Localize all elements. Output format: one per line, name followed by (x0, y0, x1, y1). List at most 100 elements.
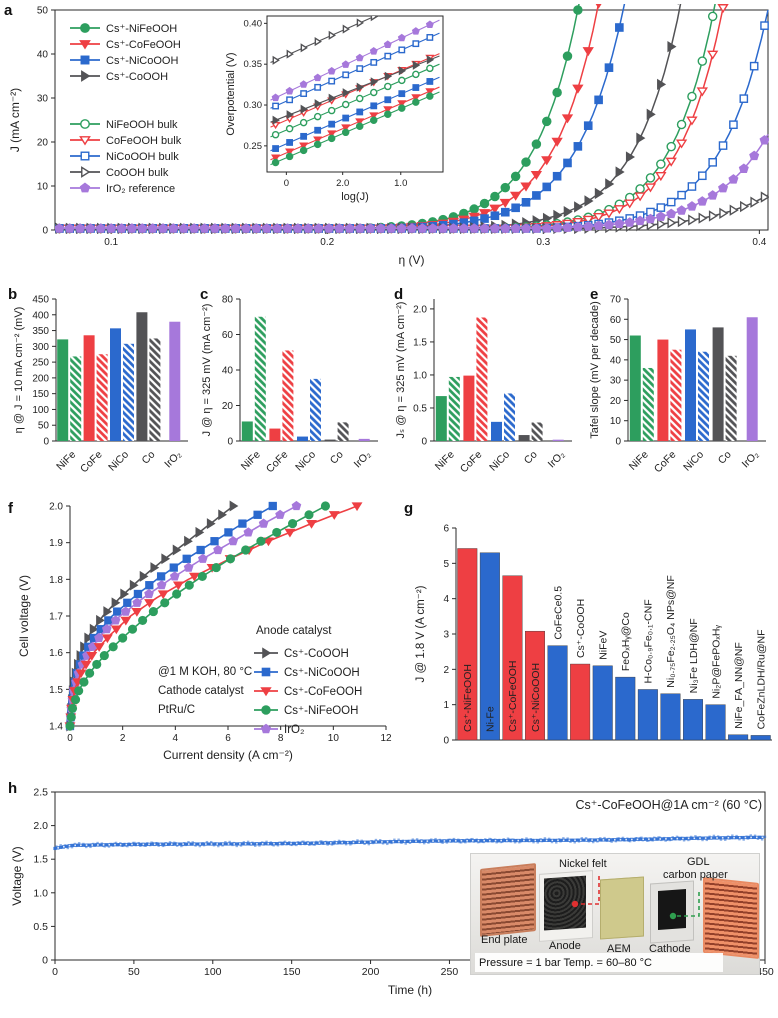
x-tick-label: 10 (328, 733, 340, 744)
x-tick-label: 0.1 (104, 237, 118, 248)
category-label: NiFe (627, 449, 651, 473)
circle-marker (138, 615, 148, 625)
tri-right-marker (342, 88, 350, 98)
panel-a-series (55, 4, 769, 234)
square-marker (384, 52, 392, 60)
y-tick-label: 0 (43, 437, 49, 448)
bar-Co (531, 422, 543, 441)
y-axis-label: J @ η = 325 mV (mA cm⁻²) (201, 304, 213, 437)
y-tick-label: 40 (37, 50, 49, 61)
circle-marker (271, 130, 280, 139)
tri-right-marker (229, 500, 239, 512)
pentagon-marker (406, 223, 417, 233)
square-marker (156, 572, 166, 581)
circle-marker (412, 70, 420, 79)
tri-down-marker (499, 198, 511, 208)
circle-marker (370, 88, 378, 97)
square-marker (521, 197, 531, 207)
bar-NiCo (685, 329, 696, 441)
tri-right-marker (708, 210, 718, 222)
tri-right-marker (605, 178, 615, 190)
tri-down-marker (80, 660, 92, 670)
pentagon-marker (258, 518, 269, 528)
bar-NiFe (70, 356, 82, 441)
pentagon-marker (243, 527, 254, 537)
square-marker (113, 607, 122, 616)
circle-marker (707, 11, 718, 22)
pentagon-marker (383, 40, 392, 48)
circle-marker (384, 82, 392, 91)
panel-e-chart: 0 10 20 30 40 50 60 70 Tafel slope (mV per decad… (589, 295, 766, 475)
pentagon-marker (738, 163, 749, 173)
x-tick-label: 4 (173, 733, 179, 744)
circle-marker (299, 146, 308, 155)
pentagon-marker (55, 223, 65, 233)
inset-x-tick-label: 1.0 (394, 178, 407, 189)
square-marker (133, 589, 143, 599)
y-tick-label: 1 (443, 700, 449, 711)
bar-NiFe (435, 396, 447, 441)
y-tick-label: 250 (32, 358, 49, 369)
aem-label: AEM (607, 943, 631, 955)
pentagon-marker (707, 190, 718, 200)
tri-down-marker (86, 651, 98, 661)
pentagon-marker (189, 223, 200, 233)
square-marker (398, 46, 406, 54)
legend-label: NiCoOOH bulk (106, 151, 179, 163)
pentagon-marker (666, 208, 677, 219)
tri-down-marker (79, 40, 91, 50)
bar-NiCo (297, 436, 308, 441)
circle-marker (412, 98, 420, 106)
pentagon-marker (355, 53, 364, 62)
x-tick-label: 0.3 (536, 237, 550, 248)
bar-IrO₂ (746, 317, 758, 441)
pentagon-marker (417, 223, 428, 233)
bar-Co (337, 422, 349, 441)
square-marker (552, 171, 562, 181)
square-marker (708, 158, 717, 167)
bar-CoFe (463, 375, 475, 441)
electrolyzer-assembly-inset: Nickel felt GDL carbon paper End plate A… (470, 853, 760, 975)
bar-label: NiFeV (598, 631, 610, 660)
pentagon-marker (427, 223, 438, 233)
circle-marker (127, 624, 138, 634)
circle-marker (426, 92, 434, 100)
tri-right-marker (300, 43, 308, 53)
square-marker (542, 182, 552, 192)
y-tick-label: 100 (32, 405, 49, 416)
circle-marker (327, 134, 336, 143)
square-marker (604, 63, 614, 72)
tri-right-marker (657, 78, 667, 91)
tri-down-marker (351, 502, 363, 512)
bar-label: CoFeZnLDH/Ru@NF (756, 629, 768, 729)
pentagon-marker (260, 723, 272, 734)
circle-marker (304, 510, 314, 520)
pentagon-marker (583, 221, 594, 231)
x-tick-label: 0 (52, 966, 58, 978)
panel-g-chart: 0 1 2 3 4 5 6 J @ 1.8 V (A cm⁻²) Cs⁺-NiFeOOH Ni-F… (415, 524, 772, 747)
stability-band (53, 834, 767, 851)
tri-right-marker (646, 108, 656, 120)
category-label: NiFe (433, 449, 457, 473)
square-marker (760, 21, 769, 30)
pentagon-marker (282, 223, 293, 233)
square-marker (573, 142, 583, 151)
panel-a-letter: a (4, 2, 13, 19)
y-axis-label: Tafel slope (mV per decade) (589, 301, 601, 439)
y-tick-label: 3 (443, 630, 449, 641)
tri-right-marker (139, 570, 149, 582)
inset-x-axis-label: log(J) (341, 191, 369, 203)
category-label: IrO₂ (546, 449, 568, 471)
tri-down-marker (101, 634, 113, 644)
tri-right-marker (398, 66, 407, 76)
bar-FeOₓHᵧ@Co (615, 676, 636, 741)
legend-label: IrO₂ (284, 724, 304, 736)
pentagon-marker (169, 571, 180, 581)
pentagon-marker (718, 182, 729, 193)
tri-down-marker (478, 209, 491, 219)
y-tick-label: 20 (37, 138, 49, 149)
square-marker (342, 71, 350, 79)
tri-down-marker (188, 572, 200, 582)
bar-NiFe (448, 376, 460, 441)
pentagon-marker (655, 211, 666, 221)
